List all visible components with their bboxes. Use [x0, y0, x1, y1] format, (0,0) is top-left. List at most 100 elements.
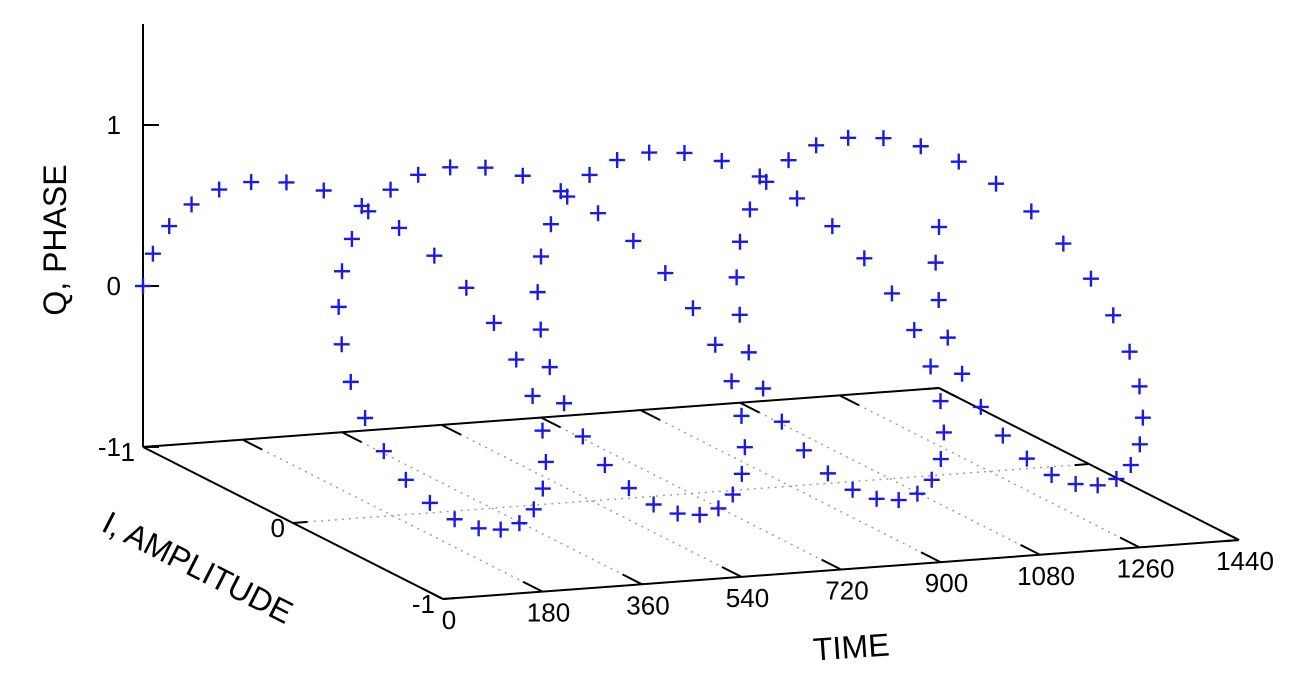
time-tick-mark-back: [839, 394, 860, 407]
time-tick-label: 540: [726, 583, 769, 613]
data-points: [135, 129, 1151, 538]
data-point: [343, 230, 360, 247]
grid-line-time: [739, 402, 1041, 556]
data-point: [574, 428, 591, 445]
data-point: [1131, 378, 1148, 395]
data-point: [1131, 436, 1148, 453]
data-point: [1089, 477, 1106, 494]
phase-tick-label: -1: [98, 432, 121, 462]
data-point: [360, 203, 377, 220]
data-point: [922, 358, 939, 375]
data-point: [923, 471, 940, 488]
data-point: [342, 373, 359, 390]
data-point: [935, 424, 952, 441]
time-tick-mark: [622, 573, 643, 586]
data-point: [733, 407, 750, 424]
data-point: [315, 182, 332, 199]
time-tick-mark-back: [540, 416, 561, 429]
data-point: [397, 471, 414, 488]
data-point: [732, 233, 748, 250]
data-point: [525, 501, 542, 518]
amplitude-tick-mark: [142, 444, 158, 448]
axes-frame: [142, 24, 1240, 600]
data-point: [645, 496, 662, 513]
time-tick-label: 180: [527, 598, 570, 628]
data-point: [357, 410, 374, 427]
data-point: [1108, 470, 1125, 487]
data-point: [657, 265, 674, 282]
data-point: [620, 480, 637, 497]
time-tick-mark: [522, 580, 543, 593]
data-point: [932, 451, 949, 468]
data-point: [824, 218, 841, 235]
data-point: [780, 152, 797, 169]
data-point: [541, 359, 558, 376]
data-point: [840, 129, 857, 146]
data-point: [485, 314, 502, 331]
data-point: [410, 166, 427, 183]
time-tick-mark: [423, 588, 444, 600]
amplitude-tick-label: 1: [121, 437, 135, 467]
data-point: [1134, 409, 1151, 426]
time-tick-mark: [821, 558, 842, 571]
data-point: [883, 285, 900, 302]
y-axis-title: I, AMPLITUDE: [97, 504, 299, 631]
data-point: [442, 159, 459, 176]
data-point: [932, 393, 949, 410]
data-point: [1055, 235, 1072, 252]
data-point: [740, 344, 757, 361]
time-tick-mark: [920, 551, 941, 564]
data-point: [333, 336, 350, 353]
time-tick-mark-back: [938, 387, 959, 399]
time-tick-label: 1260: [1117, 553, 1175, 583]
data-point: [844, 481, 861, 498]
grid-line-amplitude: [292, 463, 1090, 524]
data-point: [795, 442, 812, 459]
time-tick-mark-back: [341, 431, 362, 444]
data-point: [556, 395, 573, 412]
amplitude-tick-mark: [442, 596, 458, 600]
data-point: [939, 329, 956, 346]
data-point: [581, 166, 598, 183]
data-point: [375, 443, 392, 460]
data-point: [909, 485, 926, 502]
floor-grid: [142, 387, 1140, 593]
grid-line-time: [839, 394, 1140, 548]
data-point: [988, 175, 1005, 192]
data-point: [529, 284, 546, 301]
data-point: [533, 248, 549, 265]
data-point: [728, 269, 745, 286]
amplitude-tick-mark-right: [1224, 539, 1240, 543]
grid-line-time: [441, 424, 742, 578]
data-point: [691, 506, 708, 523]
data-point: [736, 439, 753, 456]
data-point: [421, 494, 438, 511]
data-point: [1067, 476, 1084, 493]
data-point: [1018, 450, 1035, 467]
time-tick-label: 1440: [1216, 546, 1274, 576]
data-point: [625, 232, 642, 249]
time-tick-label: 360: [626, 590, 669, 620]
data-point: [1121, 343, 1138, 360]
data-point: [972, 398, 989, 415]
data-point: [758, 173, 775, 190]
time-tick-label: 720: [825, 576, 868, 606]
data-point: [382, 181, 399, 198]
data-point: [707, 336, 724, 353]
data-point: [559, 188, 576, 205]
data-point: [676, 144, 693, 161]
time-tick-mark: [1119, 536, 1140, 549]
data-point: [950, 153, 967, 170]
data-point: [534, 480, 551, 497]
data-point: [534, 422, 551, 439]
time-tick-mark: [1219, 529, 1240, 541]
data-point: [856, 250, 873, 267]
data-point: [713, 152, 730, 169]
amplitude-tick-mark: [292, 520, 308, 524]
data-point: [532, 321, 549, 338]
data-point: [927, 254, 944, 271]
data-point: [1105, 307, 1122, 324]
data-point: [446, 511, 463, 528]
data-point: [724, 486, 741, 503]
